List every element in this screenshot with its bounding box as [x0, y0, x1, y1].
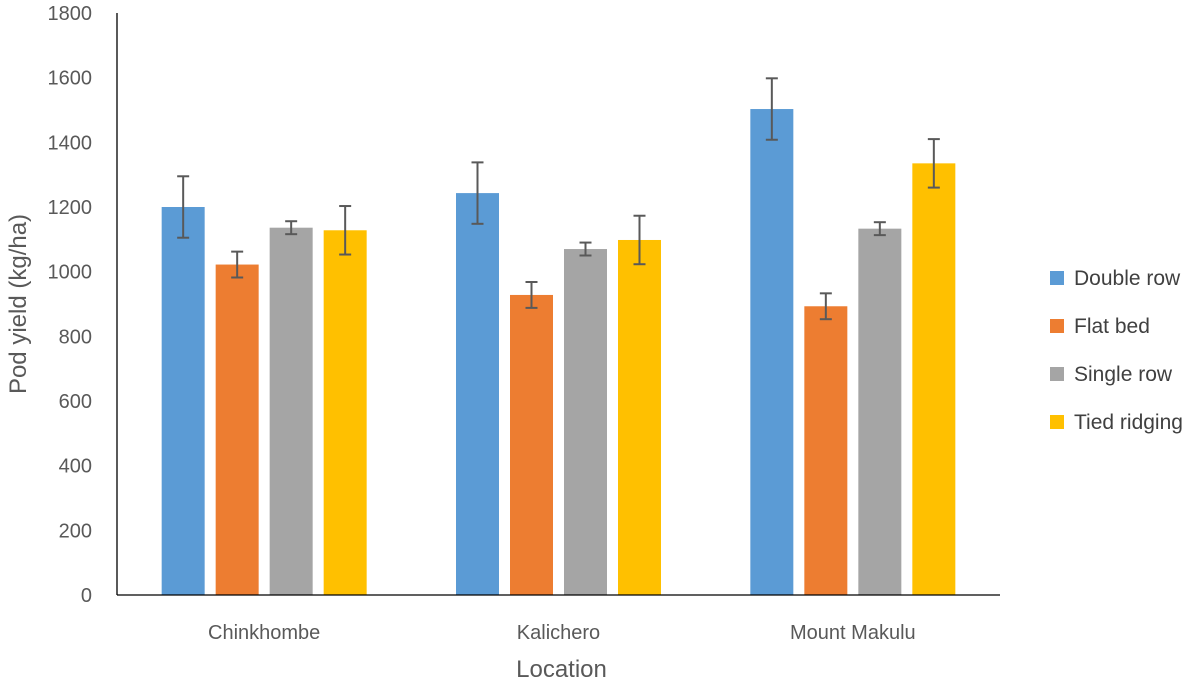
y-tick-label: 1000 [48, 262, 93, 284]
legend-swatch [1050, 415, 1064, 429]
y-tick-label: 1400 [48, 132, 93, 154]
bar-single-row-chinkhombe [269, 227, 313, 595]
error-bar [177, 175, 190, 239]
x-axis-category-labels: Chinkhombe Kalichero Mount Makulu [208, 622, 916, 644]
x-tick-label: Chinkhombe [208, 622, 320, 644]
legend-item: Flat bed [1050, 315, 1150, 338]
bar-tied-ridging-kalichero [618, 239, 661, 596]
y-tick-label: 200 [59, 520, 92, 542]
y-tick-label: 1800 [48, 3, 93, 25]
bars [161, 109, 956, 596]
bar-flat-bed-kalichero [510, 294, 553, 595]
error-bar [873, 221, 886, 237]
error-bar [579, 241, 592, 257]
y-tick-label: 800 [59, 326, 92, 348]
legend-label: Tied ridging [1074, 411, 1183, 434]
error-bar [525, 281, 538, 309]
error-bar [927, 138, 940, 189]
legend-swatch [1050, 319, 1064, 333]
bar-tied-ridging-mount-makulu [912, 163, 956, 595]
bar-double-row-kalichero [456, 193, 499, 595]
y-tick-label: 600 [59, 391, 92, 413]
legend-swatch [1050, 271, 1064, 285]
bar-double-row-chinkhombe [161, 207, 205, 595]
bar-tied-ridging-chinkhombe [323, 230, 367, 595]
error-bar [765, 77, 778, 141]
error-bar [339, 205, 352, 256]
y-tick-label: 400 [59, 456, 92, 478]
legend-label: Single row [1074, 363, 1173, 386]
x-tick-label: Mount Makulu [790, 622, 916, 644]
legend-item: Single row [1050, 363, 1173, 386]
legend-swatch [1050, 367, 1064, 381]
legend-label: Double row [1074, 267, 1181, 290]
bar-flat-bed-chinkhombe [215, 264, 259, 595]
bar-single-row-mount-makulu [858, 228, 902, 595]
y-tick-label: 0 [81, 585, 92, 607]
error-bar [285, 220, 298, 236]
legend-item: Double row [1050, 267, 1181, 290]
legend-item: Tied ridging [1050, 411, 1183, 434]
x-tick-label: Kalichero [517, 622, 600, 644]
legend-label: Flat bed [1074, 315, 1150, 338]
error-bar [633, 214, 646, 266]
y-tick-label: 1200 [48, 197, 93, 219]
bar-single-row-kalichero [564, 249, 607, 596]
y-axis-title: Pod yield (kg/ha) [5, 214, 32, 394]
error-bars [177, 77, 940, 321]
x-axis-title: Location [516, 656, 607, 683]
error-bar [231, 250, 244, 279]
error-bar [819, 292, 832, 321]
y-axis-ticks: 0 200 400 600 800 1000 1200 1400 1600 1800 [48, 3, 93, 607]
y-tick-label: 1600 [48, 68, 93, 90]
legend: Double row Flat bed Single row Tied ridging [1050, 267, 1183, 434]
error-bar [471, 161, 484, 225]
bar-double-row-mount-makulu [750, 109, 794, 595]
bar-flat-bed-mount-makulu [804, 306, 848, 595]
